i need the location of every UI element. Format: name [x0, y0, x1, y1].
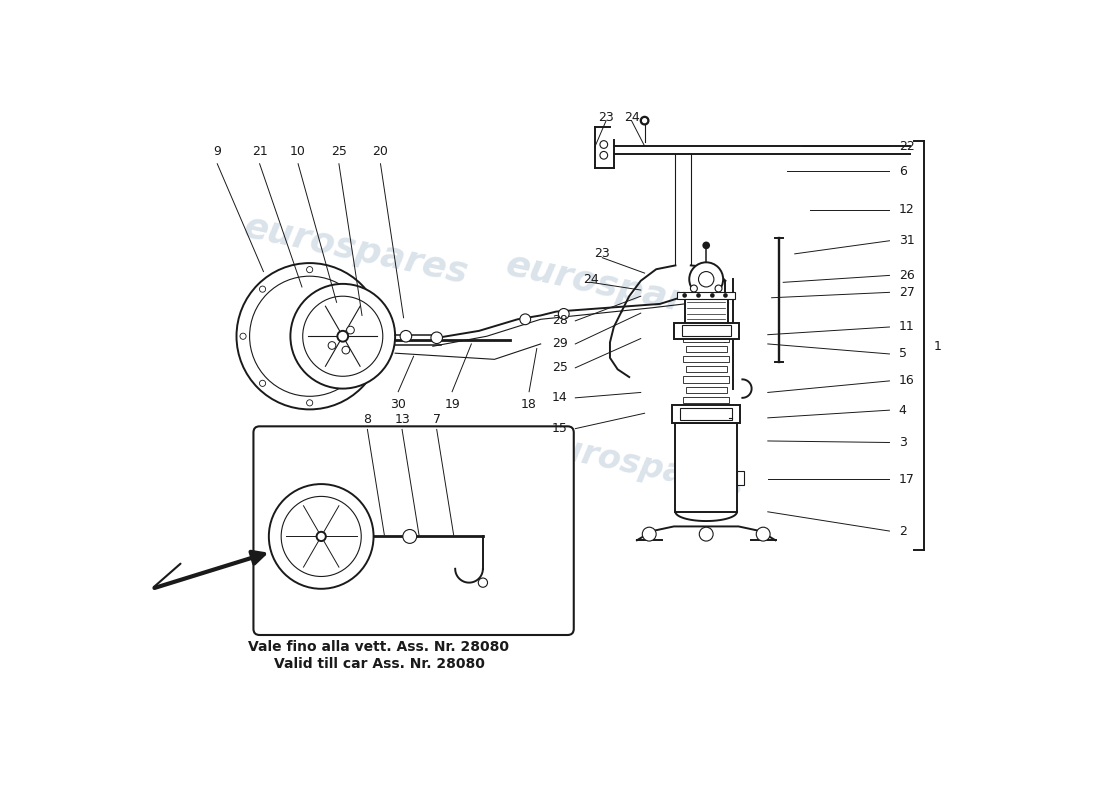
Text: 28: 28 — [552, 314, 568, 327]
Bar — [682, 326, 730, 336]
Bar — [672, 405, 740, 423]
Circle shape — [520, 314, 530, 325]
Circle shape — [282, 496, 361, 577]
Circle shape — [354, 286, 360, 292]
Text: eurospares: eurospares — [241, 210, 471, 290]
Text: 17: 17 — [899, 473, 914, 486]
Circle shape — [260, 286, 265, 292]
Bar — [686, 346, 726, 352]
Circle shape — [690, 262, 723, 296]
Bar — [683, 335, 729, 342]
Bar — [676, 292, 736, 298]
Circle shape — [600, 151, 607, 159]
Bar — [680, 408, 733, 420]
Text: 4: 4 — [899, 404, 906, 417]
Text: 15: 15 — [552, 422, 568, 435]
Circle shape — [696, 293, 701, 298]
Bar — [686, 366, 726, 372]
Circle shape — [346, 326, 354, 334]
Bar — [674, 323, 738, 338]
Text: 23: 23 — [598, 111, 614, 124]
Text: 7: 7 — [432, 413, 441, 426]
Text: 27: 27 — [899, 286, 914, 299]
Text: 10: 10 — [290, 145, 306, 158]
Bar — [675, 423, 737, 512]
Circle shape — [431, 332, 442, 343]
Circle shape — [642, 118, 647, 122]
Circle shape — [757, 527, 770, 541]
Circle shape — [328, 342, 336, 350]
Bar — [686, 386, 726, 393]
Circle shape — [260, 380, 265, 386]
Bar — [737, 471, 744, 485]
Text: 25: 25 — [331, 145, 346, 158]
Circle shape — [600, 141, 607, 148]
Circle shape — [354, 380, 360, 386]
Text: 24: 24 — [583, 273, 598, 286]
Circle shape — [400, 330, 411, 342]
Text: 19: 19 — [444, 398, 460, 411]
Text: 6: 6 — [899, 165, 906, 178]
Circle shape — [302, 296, 383, 376]
Text: 22: 22 — [899, 139, 914, 153]
Circle shape — [559, 309, 569, 319]
Text: 21: 21 — [252, 145, 267, 158]
Circle shape — [338, 331, 348, 342]
Text: eurospares: eurospares — [503, 248, 733, 329]
Text: Valid till car Ass. Nr. 28080: Valid till car Ass. Nr. 28080 — [274, 658, 484, 671]
Circle shape — [342, 346, 350, 354]
Text: 25: 25 — [552, 362, 568, 374]
Text: 5: 5 — [899, 347, 906, 361]
Circle shape — [715, 285, 722, 292]
Text: 1: 1 — [933, 340, 942, 353]
Circle shape — [250, 276, 370, 396]
Text: 11: 11 — [899, 321, 914, 334]
Circle shape — [700, 527, 713, 541]
Circle shape — [373, 333, 380, 339]
Circle shape — [640, 117, 649, 125]
Circle shape — [711, 293, 715, 298]
Circle shape — [307, 400, 312, 406]
Circle shape — [478, 578, 487, 587]
Circle shape — [307, 266, 312, 273]
Text: 8: 8 — [363, 413, 372, 426]
Text: eurospares: eurospares — [535, 427, 747, 504]
Circle shape — [236, 263, 383, 410]
Bar — [684, 296, 728, 331]
Circle shape — [723, 293, 728, 298]
Circle shape — [240, 333, 246, 339]
Text: 14: 14 — [552, 391, 568, 404]
Text: eurospares: eurospares — [250, 458, 462, 534]
Text: 31: 31 — [899, 234, 914, 247]
Bar — [683, 376, 729, 382]
Text: 2: 2 — [899, 525, 906, 538]
Circle shape — [317, 532, 326, 541]
Text: 12: 12 — [899, 203, 914, 217]
Text: 30: 30 — [390, 398, 406, 411]
Circle shape — [682, 293, 686, 298]
Circle shape — [403, 530, 417, 543]
Bar — [683, 356, 729, 362]
Circle shape — [290, 284, 395, 389]
Circle shape — [642, 527, 656, 541]
Text: 9: 9 — [213, 145, 221, 158]
Text: 29: 29 — [552, 338, 568, 350]
Text: 13: 13 — [394, 413, 410, 426]
Text: 20: 20 — [373, 145, 388, 158]
FancyBboxPatch shape — [253, 426, 574, 635]
Circle shape — [268, 484, 374, 589]
Text: 23: 23 — [594, 247, 610, 260]
Text: 16: 16 — [899, 374, 914, 387]
Text: Vale fino alla vett. Ass. Nr. 28080: Vale fino alla vett. Ass. Nr. 28080 — [249, 639, 509, 654]
Bar — [683, 397, 729, 403]
Text: 3: 3 — [899, 436, 906, 449]
Text: 24: 24 — [624, 111, 639, 124]
Circle shape — [698, 271, 714, 287]
Text: 18: 18 — [521, 398, 537, 411]
Bar — [686, 407, 726, 414]
Circle shape — [691, 285, 697, 292]
Text: 26: 26 — [899, 269, 914, 282]
Circle shape — [702, 242, 711, 250]
